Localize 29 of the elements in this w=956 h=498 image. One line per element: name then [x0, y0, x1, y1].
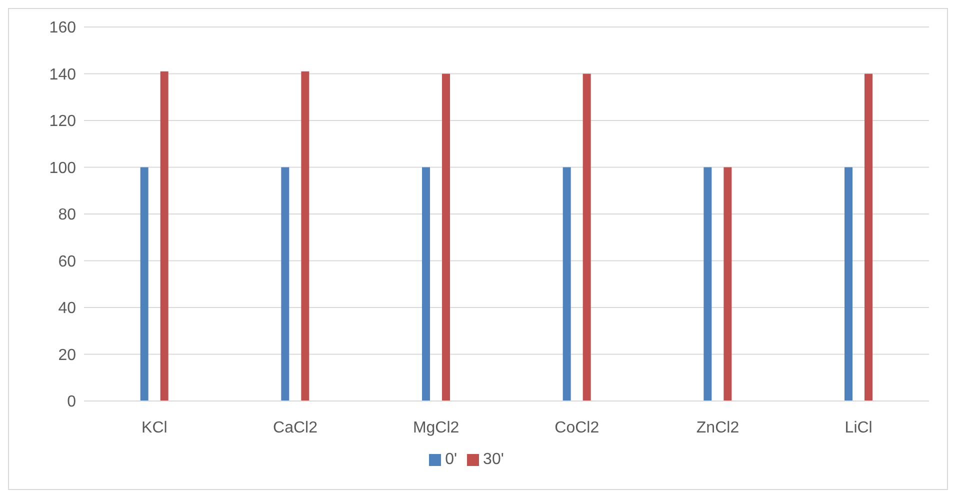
bar	[704, 167, 712, 401]
bar	[724, 167, 732, 401]
bar	[864, 74, 872, 401]
y-tick-label: 0	[67, 394, 76, 411]
bar	[422, 167, 430, 401]
legend-label: 30'	[483, 451, 504, 468]
legend-label: 0'	[445, 451, 458, 468]
y-tick-label: 40	[58, 300, 76, 318]
y-tick-label: 100	[49, 160, 76, 177]
x-tick-label: CoCl2	[554, 419, 600, 436]
bar	[582, 74, 591, 401]
y-tick-label: 120	[49, 113, 76, 130]
x-tick-label: MgCl2	[412, 419, 460, 436]
bar	[160, 71, 168, 401]
y-tick-label: 80	[58, 206, 76, 224]
x-tick-label: ZnCl2	[696, 419, 740, 436]
x-tick-label: CaCl2	[273, 419, 318, 436]
y-tick-label: 20	[58, 346, 76, 364]
y-tick-label: 160	[49, 20, 76, 37]
bar	[281, 167, 290, 401]
x-tick-label: KCl	[142, 419, 168, 436]
x-tick-label: LiCl	[844, 419, 872, 436]
y-tick-label: 140	[49, 66, 76, 84]
bar	[442, 74, 450, 401]
y-tick-label: 60	[58, 253, 76, 270]
bar	[844, 167, 852, 401]
bar	[562, 167, 571, 401]
bar	[301, 71, 310, 401]
bar	[140, 167, 148, 401]
